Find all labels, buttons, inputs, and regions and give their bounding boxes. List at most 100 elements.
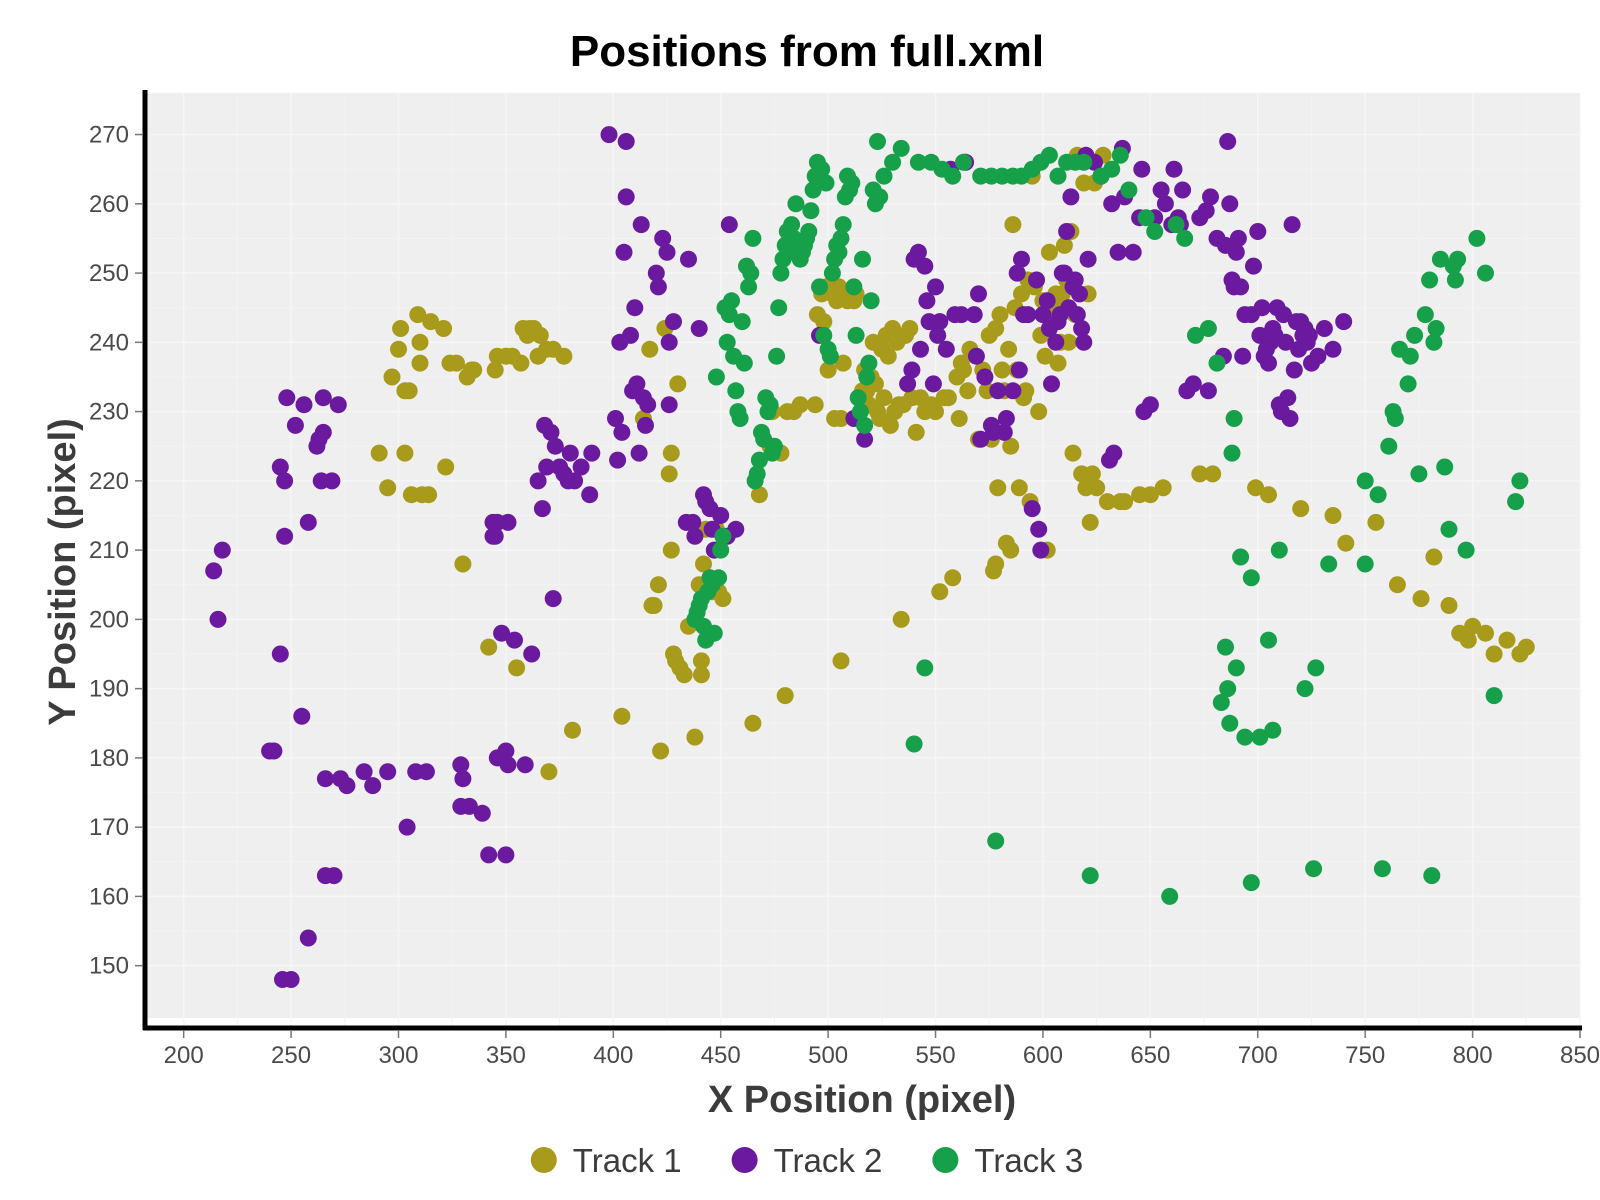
data-point — [989, 479, 1007, 497]
data-point — [1019, 306, 1037, 324]
data-point — [355, 763, 373, 781]
data-point — [783, 216, 801, 234]
data-point — [276, 472, 294, 490]
data-point — [448, 354, 465, 372]
data-point — [338, 777, 356, 795]
data-point — [710, 569, 728, 587]
data-point — [1008, 264, 1026, 282]
data-point — [566, 472, 584, 490]
data-point — [791, 396, 809, 414]
legend-marker — [932, 1147, 959, 1173]
data-point — [862, 292, 880, 310]
legend-label: Track 1 — [573, 1142, 682, 1179]
data-point — [497, 742, 515, 760]
data-point — [1204, 465, 1222, 483]
data-point — [723, 292, 740, 310]
data-point — [843, 174, 861, 192]
legend-label: Track 3 — [974, 1142, 1083, 1179]
data-point — [955, 153, 972, 171]
data-point — [1062, 188, 1080, 206]
data-point — [1208, 354, 1226, 372]
y-tick-label: 150 — [89, 953, 129, 980]
data-point — [1073, 320, 1091, 337]
data-point — [1275, 306, 1292, 324]
data-point — [856, 416, 874, 434]
x-axis-ticks: 200 250 300 350 400 450 500 550 600 650 700 750 800 8… — [164, 1030, 1600, 1069]
data-point — [987, 555, 1005, 573]
data-point — [1249, 223, 1267, 240]
data-point — [744, 714, 762, 732]
data-point — [937, 340, 955, 358]
data-point — [542, 423, 560, 441]
data-point — [731, 410, 749, 427]
data-point — [1013, 285, 1030, 303]
y-tick-label: 230 — [89, 399, 129, 426]
data-point — [1388, 576, 1406, 594]
data-point — [314, 389, 332, 407]
data-point — [486, 527, 504, 545]
x-tick-label: 700 — [1238, 1042, 1278, 1069]
data-point — [400, 382, 418, 400]
data-point — [1002, 541, 1020, 559]
data-point — [540, 763, 558, 781]
series-3 — [686, 133, 1529, 905]
data-point — [1137, 209, 1155, 227]
data-point — [1036, 347, 1054, 365]
data-point — [1227, 243, 1245, 261]
data-point — [821, 347, 839, 365]
data-point — [1229, 229, 1247, 247]
data-point — [860, 354, 878, 372]
data-point — [1075, 153, 1093, 171]
data-point — [1040, 243, 1058, 261]
data-point — [806, 396, 824, 414]
data-point — [1049, 167, 1067, 185]
y-axis-ticks: 150 160 170 180 190 200 210 220 230 240 250 260 270 — [89, 122, 143, 980]
data-point — [959, 382, 977, 400]
data-point — [927, 278, 944, 296]
data-point — [452, 756, 470, 774]
data-point — [744, 229, 762, 247]
data-point — [1184, 375, 1202, 393]
data-point — [265, 742, 283, 760]
data-point — [1253, 299, 1271, 317]
data-point — [1098, 493, 1116, 511]
data-point — [1440, 520, 1458, 538]
data-point — [849, 389, 867, 407]
data-point — [892, 610, 910, 628]
data-point — [437, 458, 455, 476]
data-point — [1236, 728, 1254, 746]
data-point — [1468, 229, 1486, 247]
data-point — [417, 763, 435, 781]
y-tick-label: 220 — [89, 468, 129, 495]
data-point — [1223, 444, 1241, 462]
data-point — [398, 818, 416, 836]
data-point — [1043, 375, 1060, 393]
data-point — [1013, 250, 1030, 268]
data-point — [680, 250, 697, 268]
data-point — [454, 555, 472, 573]
data-point — [645, 597, 663, 614]
data-point — [1165, 160, 1183, 178]
data-point — [991, 306, 1009, 324]
data-point — [815, 326, 833, 344]
data-point — [1477, 264, 1494, 282]
data-point — [1464, 617, 1482, 635]
data-point — [718, 333, 736, 351]
data-point — [411, 354, 429, 372]
data-point — [1212, 694, 1230, 711]
data-point — [1507, 493, 1525, 511]
x-tick-label: 550 — [916, 1042, 956, 1069]
data-point — [800, 223, 818, 240]
data-point — [802, 202, 820, 220]
data-point — [1416, 306, 1434, 324]
data-point — [1401, 347, 1419, 365]
data-point — [989, 382, 1007, 400]
data-point — [1421, 271, 1439, 289]
data-point — [1412, 590, 1430, 608]
data-point — [1017, 382, 1035, 400]
data-point — [1309, 347, 1327, 365]
data-point — [686, 728, 704, 746]
data-point — [641, 340, 659, 358]
data-point — [1079, 250, 1097, 268]
